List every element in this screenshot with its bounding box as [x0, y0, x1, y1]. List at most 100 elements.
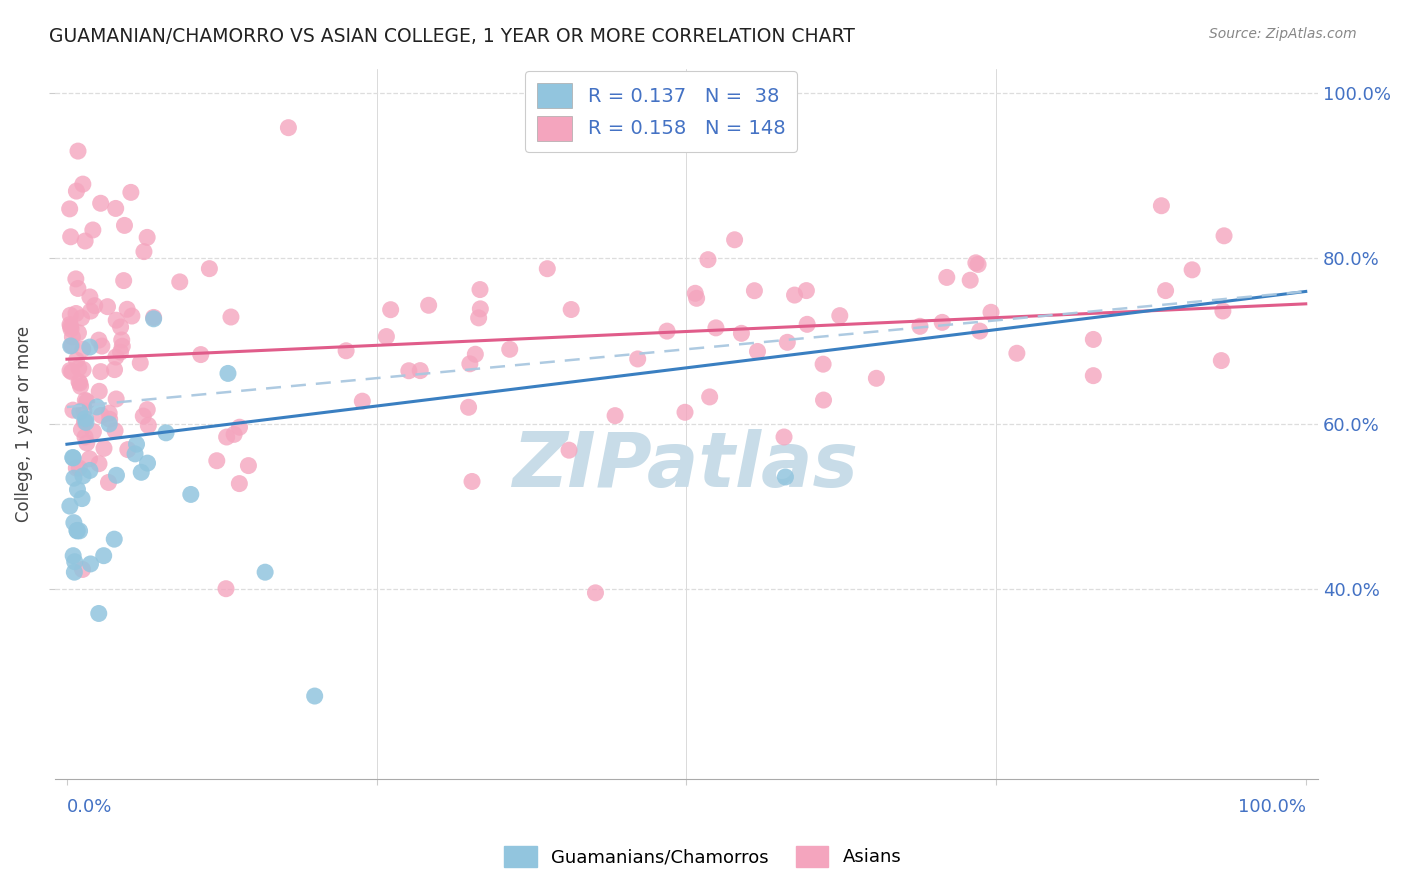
- Point: [457, 401, 479, 415]
- Point: [304, 689, 326, 703]
- Point: [865, 371, 887, 385]
- Point: [97, 475, 120, 490]
- Point: [1154, 284, 1177, 298]
- Legend: R = 0.137   N =  38, R = 0.158   N = 148: R = 0.137 N = 38, R = 0.158 N = 148: [526, 71, 797, 153]
- Point: [180, 487, 202, 501]
- Point: [79, 557, 101, 571]
- Point: [132, 244, 155, 259]
- Point: [62, 403, 84, 417]
- Point: [228, 420, 250, 434]
- Point: [730, 326, 752, 341]
- Point: [105, 313, 128, 327]
- Point: [103, 362, 125, 376]
- Point: [104, 424, 127, 438]
- Point: [136, 456, 159, 470]
- Point: [205, 454, 228, 468]
- Point: [136, 230, 159, 244]
- Point: [980, 305, 1002, 319]
- Point: [72, 177, 94, 191]
- Point: [59, 499, 82, 513]
- Point: [959, 273, 981, 287]
- Point: [685, 291, 707, 305]
- Point: [217, 367, 239, 381]
- Point: [59, 339, 82, 353]
- Point: [75, 416, 97, 430]
- Legend: Guamanians/Chamorros, Asians: Guamanians/Chamorros, Asians: [498, 838, 908, 874]
- Point: [110, 320, 132, 334]
- Point: [190, 348, 212, 362]
- Point: [67, 326, 90, 340]
- Point: [73, 404, 96, 418]
- Point: [65, 184, 87, 198]
- Point: [773, 430, 796, 444]
- Point: [65, 306, 87, 320]
- Point: [60, 322, 83, 336]
- Point: [254, 565, 277, 579]
- Point: [63, 471, 86, 485]
- Point: [1181, 263, 1204, 277]
- Point: [72, 342, 94, 356]
- Point: [775, 470, 797, 484]
- Point: [111, 333, 134, 347]
- Point: [1212, 304, 1234, 318]
- Point: [1005, 346, 1028, 360]
- Point: [110, 345, 132, 359]
- Point: [828, 309, 851, 323]
- Point: [277, 120, 299, 135]
- Point: [70, 491, 93, 506]
- Point: [66, 281, 89, 295]
- Text: GUAMANIAN/CHAMORRO VS ASIAN COLLEGE, 1 YEAR OR MORE CORRELATION CHART: GUAMANIAN/CHAMORRO VS ASIAN COLLEGE, 1 Y…: [49, 27, 855, 45]
- Point: [965, 256, 987, 270]
- Point: [627, 351, 650, 366]
- Point: [142, 311, 165, 326]
- Point: [723, 233, 745, 247]
- Point: [72, 562, 94, 576]
- Point: [811, 357, 834, 371]
- Point: [72, 362, 94, 376]
- Text: Source: ZipAtlas.com: Source: ZipAtlas.com: [1209, 27, 1357, 41]
- Point: [60, 338, 83, 352]
- Point: [103, 532, 125, 546]
- Point: [558, 443, 581, 458]
- Point: [69, 405, 91, 419]
- Point: [1083, 333, 1105, 347]
- Point: [73, 415, 96, 429]
- Point: [169, 275, 191, 289]
- Point: [464, 347, 486, 361]
- Text: 0.0%: 0.0%: [67, 797, 112, 815]
- Point: [931, 315, 953, 329]
- Point: [98, 406, 121, 420]
- Point: [935, 270, 957, 285]
- Point: [380, 302, 402, 317]
- Point: [90, 409, 112, 423]
- Point: [93, 442, 115, 456]
- Point: [67, 375, 90, 389]
- Point: [783, 288, 806, 302]
- Point: [62, 450, 84, 465]
- Point: [796, 284, 818, 298]
- Point: [65, 353, 87, 368]
- Point: [79, 304, 101, 318]
- Point: [96, 300, 118, 314]
- Point: [215, 430, 238, 444]
- Point: [59, 202, 82, 216]
- Point: [155, 425, 177, 440]
- Point: [136, 418, 159, 433]
- Point: [90, 196, 112, 211]
- Point: [908, 319, 931, 334]
- Point: [198, 261, 221, 276]
- Point: [697, 252, 720, 267]
- Point: [79, 463, 101, 477]
- Point: [67, 361, 90, 376]
- Point: [105, 468, 128, 483]
- Point: [63, 555, 86, 569]
- Point: [75, 393, 97, 408]
- Point: [105, 392, 128, 406]
- Point: [409, 363, 432, 377]
- Point: [655, 324, 678, 338]
- Point: [967, 257, 990, 271]
- Point: [66, 144, 89, 158]
- Point: [112, 274, 135, 288]
- Point: [699, 390, 721, 404]
- Point: [82, 223, 104, 237]
